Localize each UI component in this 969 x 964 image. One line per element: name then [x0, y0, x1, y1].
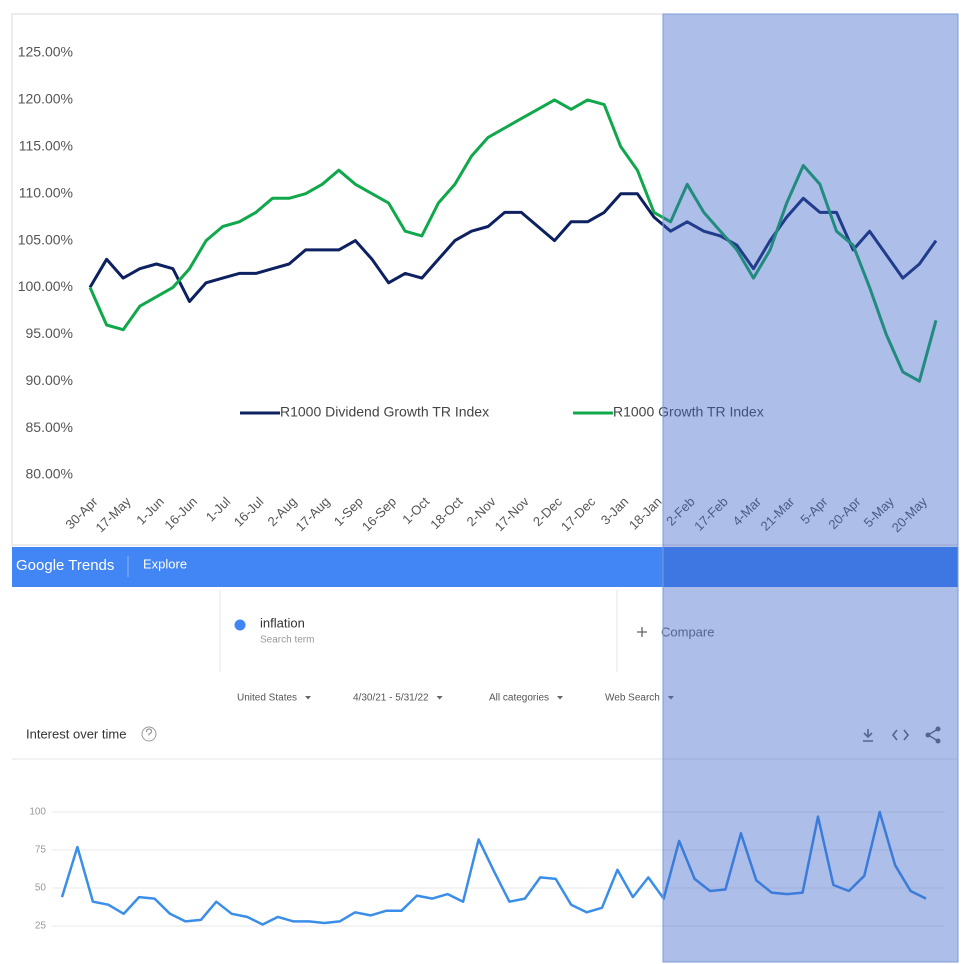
share-icon[interactable] — [925, 726, 941, 744]
help-glyph — [145, 728, 153, 739]
y-tick-label: 75 — [35, 845, 47, 856]
legend-label: R1000 Dividend Growth TR Index — [280, 404, 489, 420]
download-icon[interactable] — [863, 729, 873, 742]
section-title: Interest over time — [26, 726, 126, 741]
term-dot — [234, 619, 246, 631]
series-line — [60, 810, 927, 926]
y-tick-label: 100.00% — [18, 278, 73, 294]
help-icon[interactable] — [141, 726, 157, 742]
dropdown-arrow — [436, 696, 443, 700]
y-tick-label: 120.00% — [18, 91, 73, 107]
embed-icon[interactable] — [891, 729, 910, 741]
plus-icon — [637, 627, 647, 637]
y-tick-label: 90.00% — [26, 372, 73, 388]
chart-frame — [11, 13, 959, 546]
dropdown-arrow — [557, 696, 564, 700]
y-tick-label: 100 — [29, 807, 46, 818]
y-tick-label: 125.00% — [18, 44, 73, 60]
y-tick-label: 25 — [35, 921, 47, 932]
filter[interactable]: Web Search — [605, 693, 660, 704]
y-tick-label: 110.00% — [19, 184, 73, 200]
dropdown-arrow — [305, 696, 312, 700]
filter[interactable]: 4/30/21 - 5/31/22 — [353, 693, 429, 704]
y-tick-label: 115.00% — [19, 137, 73, 153]
filter[interactable]: All categories — [489, 693, 549, 704]
legend-label: R1000 Growth TR Index — [613, 404, 764, 420]
y-tick-label: 50 — [35, 883, 47, 894]
dropdown-arrow — [667, 696, 674, 700]
y-tick-label: 85.00% — [26, 419, 73, 435]
y-tick-label: 95.00% — [26, 325, 73, 341]
filter[interactable]: United States — [237, 693, 297, 704]
brand: Google Trends — [16, 557, 114, 574]
y-tick-label: 80.00% — [26, 466, 73, 482]
term[interactable]: inflation — [260, 615, 305, 630]
term-type: Search term — [260, 635, 314, 646]
filters: United States 4/30/21 - 5/31/22 All catego… — [237, 693, 674, 704]
nav-explore[interactable]: Explore — [143, 556, 187, 571]
y-tick-label: 105.00% — [18, 231, 73, 247]
compare[interactable]: Compare — [661, 624, 714, 639]
